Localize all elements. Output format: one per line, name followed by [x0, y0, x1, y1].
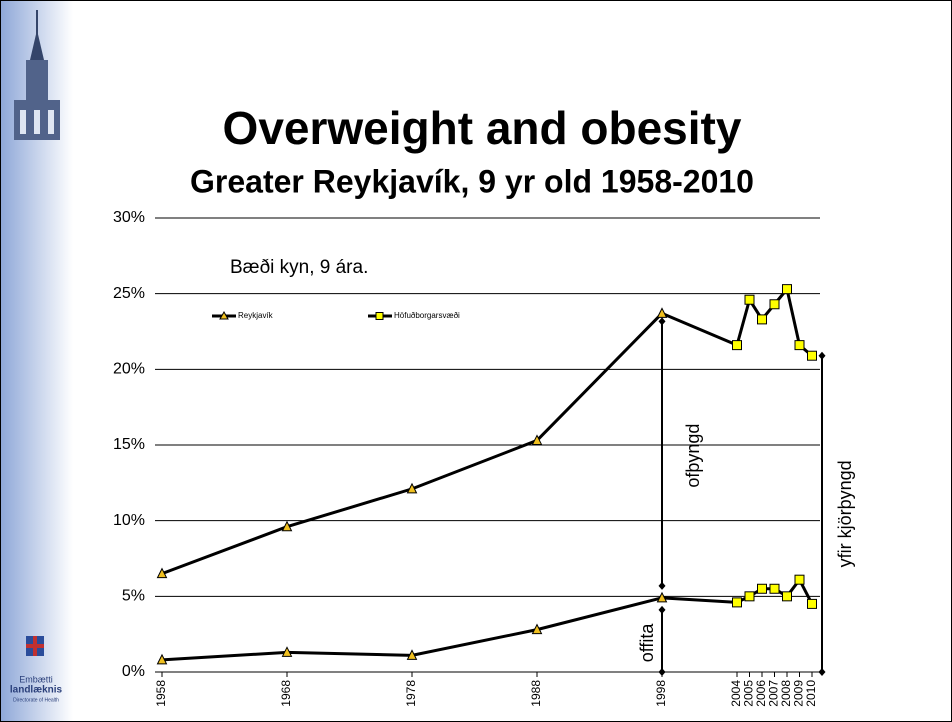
- data-point: [156, 567, 168, 579]
- data-point: [281, 646, 293, 657]
- data-point: [769, 299, 780, 310]
- data-point: [531, 623, 543, 635]
- data-point: [744, 294, 755, 305]
- series-connector: [661, 596, 738, 604]
- data-point: [782, 591, 792, 602]
- x-tick-label: 1968: [279, 680, 293, 707]
- legend-marker: [375, 312, 384, 320]
- overweight-arrow-head: [658, 581, 666, 590]
- logo-text: Embætti: [19, 674, 53, 684]
- series-connector: [661, 311, 738, 347]
- church-logo: [14, 10, 60, 140]
- y-tick-label: 20%: [113, 361, 145, 378]
- x-tick-label: 1998: [654, 680, 668, 707]
- legend-label: Höfuðborgarsvæði: [394, 311, 460, 320]
- legend-marker: [219, 310, 229, 320]
- data-point: [794, 574, 805, 585]
- obesity-label: offita: [637, 623, 657, 663]
- chart-title: Overweight and obesity: [223, 102, 742, 154]
- coat-of-arms: [26, 636, 44, 656]
- x-tick-label: 2008: [779, 680, 793, 707]
- y-tick-label: 25%: [113, 285, 145, 302]
- logo-text: landlæknis: [10, 685, 63, 696]
- y-tick-label: 30%: [113, 209, 145, 226]
- data-point: [807, 598, 817, 609]
- data-point: [531, 434, 543, 445]
- data-point: [406, 649, 418, 660]
- x-tick-label: 2010: [804, 680, 818, 707]
- y-tick-label: 15%: [113, 436, 145, 453]
- data-point: [732, 340, 742, 351]
- legend-label: Reykjavík: [238, 311, 274, 320]
- data-point: [744, 591, 755, 602]
- y-tick-label: 5%: [122, 588, 145, 605]
- x-tick-label: 2004: [729, 680, 743, 707]
- annotation: Bæði kyn, 9 ára.: [230, 257, 368, 278]
- chart-subtitle: Greater Reykjavík, 9 yr old 1958-2010: [190, 163, 754, 199]
- data-point: [757, 314, 767, 325]
- x-tick-label: 1988: [529, 680, 543, 707]
- above-arrow-head: [818, 668, 826, 676]
- above-arrow-head: [818, 351, 826, 360]
- data-point: [732, 597, 742, 608]
- x-tick-label: 2007: [767, 680, 781, 707]
- x-tick-label: 2009: [792, 680, 806, 707]
- obesity-arrow-head: [658, 605, 666, 614]
- x-tick-label: 2005: [742, 680, 756, 707]
- data-point: [757, 583, 767, 594]
- data-point: [769, 583, 780, 594]
- data-point: [782, 284, 792, 295]
- data-point: [794, 340, 805, 351]
- y-tick-label: 0%: [122, 663, 145, 680]
- overweight-arrow-head: [658, 317, 666, 326]
- data-point: [406, 482, 418, 494]
- overweight-label: ofþyngd: [683, 424, 703, 488]
- x-tick-label: 1978: [404, 680, 418, 707]
- data-point: [156, 653, 168, 665]
- x-tick-label: 2006: [754, 680, 768, 707]
- data-point: [656, 591, 668, 603]
- above-label: yfir kjörþyngd: [835, 460, 855, 567]
- logo-text: Directorate of Health: [13, 697, 59, 703]
- x-tick-label: 1958: [154, 680, 168, 707]
- y-tick-label: 10%: [113, 512, 145, 529]
- data-point: [281, 520, 293, 532]
- obesity-arrow-head: [658, 668, 666, 676]
- data-point: [807, 350, 817, 361]
